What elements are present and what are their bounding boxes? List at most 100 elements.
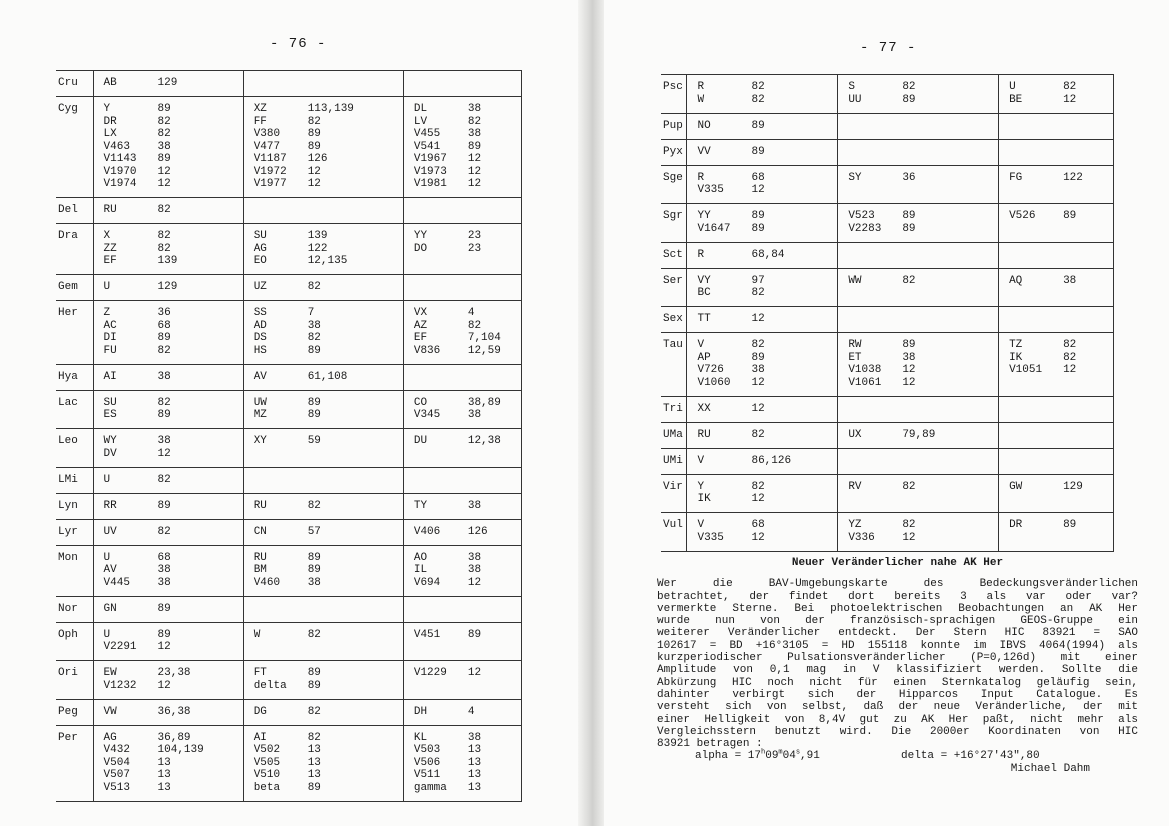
star-column: FG 122 xyxy=(998,164,1114,204)
star-column: V523 89 V2283 89 xyxy=(837,203,1000,243)
star-designation: V455 xyxy=(413,128,441,140)
star-designation: Y xyxy=(697,480,705,493)
star-entry: NO 89 xyxy=(697,120,837,133)
star-column xyxy=(402,466,523,494)
star-designation: V1973 xyxy=(413,165,447,178)
star-column xyxy=(837,241,1000,269)
constellation-name: Vul xyxy=(661,512,688,552)
star-references: 36,89 xyxy=(157,731,191,744)
alpha-sec-val: 04 xyxy=(782,750,796,763)
star-references: 82 xyxy=(751,93,765,106)
star-references: 13 xyxy=(157,769,171,781)
star-references: 38 xyxy=(307,576,321,589)
star-column xyxy=(998,306,1114,333)
constellation-name: Lyn xyxy=(56,492,94,520)
constellation-name: Nor xyxy=(56,595,94,623)
coordinate-delta: delta = +16°27′43″,80 xyxy=(901,750,1040,763)
star-references: 38 xyxy=(467,409,482,421)
star-designation: UV xyxy=(103,525,117,538)
star-designation: gamma xyxy=(413,781,447,794)
star-entry: V455 38 xyxy=(414,128,521,141)
star-references: 12 xyxy=(467,667,482,679)
star-entry: YZ 82 xyxy=(848,519,998,532)
star-column: TZ 82 IK 82 V1051 12 xyxy=(998,332,1114,397)
star-designation: AV xyxy=(253,370,267,383)
star-column: VV 89 xyxy=(686,138,839,166)
star-references: 82 xyxy=(307,332,321,344)
star-entry: V513 13 xyxy=(104,782,243,795)
star-column: V406 126 xyxy=(402,518,523,546)
star-references: 12 xyxy=(157,641,171,653)
star-designation: V836 xyxy=(413,344,441,357)
constellation-row: Tri XX 12 xyxy=(661,395,1114,423)
star-entry: VY 97 xyxy=(697,275,837,288)
star-column xyxy=(998,241,1114,269)
star-references: 12 xyxy=(902,531,916,544)
star-column: RW 89 ET 38 V1038 12 V1061 12 xyxy=(837,332,1000,397)
star-column: U 82 BE 12 xyxy=(998,74,1114,114)
constellation-name: Sct xyxy=(661,241,688,269)
star-designation: KL xyxy=(413,731,428,744)
star-references: 104,139 xyxy=(157,744,204,756)
star-references: 12 xyxy=(902,376,916,389)
constellation-name: Tri xyxy=(661,395,688,423)
star-designation: BC xyxy=(697,287,711,299)
star-entry: WY 38 xyxy=(104,435,243,448)
star-references: 38 xyxy=(467,103,482,115)
star-column xyxy=(837,447,1000,475)
star-references: 12 xyxy=(902,364,916,376)
star-references: 82 xyxy=(157,230,171,242)
star-entry: V1972 12 xyxy=(254,166,403,179)
star-entry: AO 38 xyxy=(414,552,521,565)
constellation-row: Pyx VV 89 xyxy=(661,138,1114,166)
star-references: 82 xyxy=(157,204,171,216)
constellation-name: Lac xyxy=(56,389,94,429)
star-references: 89 xyxy=(467,628,482,641)
star-references: 68 xyxy=(157,551,171,564)
star-references: 13 xyxy=(467,744,482,756)
star-entry: TT 12 xyxy=(697,313,837,326)
star-entry: AI 82 xyxy=(254,732,403,745)
article-line: versteht sich von selbst, daß der neue V… xyxy=(657,701,1138,714)
star-designation: NO xyxy=(697,119,711,132)
star-references: 12 xyxy=(467,153,482,165)
star-designation: AI xyxy=(103,370,117,383)
star-references: 12 xyxy=(467,165,482,178)
star-entry: EO 12,135 xyxy=(254,255,403,268)
star-references: 82 xyxy=(307,731,321,744)
star-column: UX 79,89 xyxy=(837,421,1000,449)
star-designation: V1143 xyxy=(103,153,137,165)
star-designation: BE xyxy=(1009,93,1023,106)
star-references: 89 xyxy=(307,667,321,679)
constellation-row: UMa RU 82 UX 79,89 xyxy=(661,421,1114,449)
constellation-row: Sct R 68,84 xyxy=(661,241,1114,269)
star-column xyxy=(998,395,1114,423)
star-references: 36,38 xyxy=(157,705,191,718)
star-entry: CO 38,89 xyxy=(414,397,521,410)
star-entry: UU 89 xyxy=(848,94,998,107)
star-references: 89 xyxy=(307,128,321,140)
constellation-row: Cyg Y 89 DR 82 LX 82 V463 38 V1143 89 V1970 12 V1974 1… xyxy=(56,96,523,198)
article-line: dahinter verbirgt sich der Hipparcos Inp… xyxy=(657,688,1138,701)
star-references: 89 xyxy=(157,153,171,165)
star-entry: EF 139 xyxy=(104,255,243,268)
star-entry: EF 7,104 xyxy=(414,332,521,345)
star-references: 82 xyxy=(157,396,171,409)
star-references: 89 xyxy=(157,499,171,512)
star-entry: V2291 12 xyxy=(104,641,243,654)
star-designation: VV xyxy=(697,145,711,158)
star-references: 12 xyxy=(1063,364,1077,376)
star-references: 89 xyxy=(1063,519,1077,531)
star-column: FT 89 delta 89 xyxy=(242,660,404,700)
star-entry: CN 57 xyxy=(254,526,403,539)
star-column: SU 82 ES 89 xyxy=(92,389,244,429)
star-designation: V463 xyxy=(103,140,130,153)
star-designation: S xyxy=(848,81,855,93)
star-references: 82 xyxy=(751,287,765,299)
star-references: 82 xyxy=(751,428,765,441)
article-line: wurde nun von der französisch-sprachigen… xyxy=(657,615,1138,628)
star-entry: ET 38 xyxy=(848,352,998,365)
star-designation: V1229 xyxy=(413,667,447,679)
star-column xyxy=(242,70,404,97)
coordinate-alpha: alpha = 17h09m04s,91 xyxy=(695,749,901,763)
